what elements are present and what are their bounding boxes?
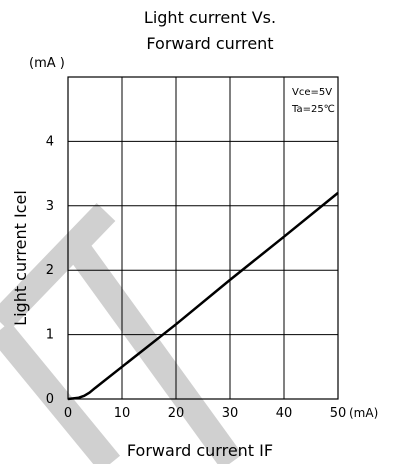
y-tick-label: 4 <box>46 134 54 149</box>
x-tick-label: 30 <box>222 406 239 421</box>
y-axis-unit: (mA ) <box>29 56 65 71</box>
x-tick-label: 0 <box>64 406 72 421</box>
y-axis-label: Light current Icel <box>11 190 30 326</box>
x-tick-label: 40 <box>276 406 293 421</box>
watermark <box>0 202 243 464</box>
chart-title-line-1: Light current Vs. <box>144 8 276 27</box>
y-tick-label: 3 <box>46 199 54 214</box>
y-tick-label: 0 <box>46 392 54 407</box>
grid <box>68 77 338 399</box>
condition-vce: Vce=5V <box>292 87 332 98</box>
x-axis-unit: (mA) <box>349 406 378 420</box>
condition-ta: Ta=25℃ <box>291 104 335 115</box>
chart-title-line-2: Forward current <box>146 34 273 53</box>
series-line <box>67 191 339 401</box>
watermark-stroke-1 <box>0 202 116 332</box>
y-tick-label: 1 <box>46 328 54 343</box>
watermark-stroke-2 <box>69 244 243 464</box>
x-axis-label: Forward current IF <box>127 441 273 460</box>
x-tick-label: 20 <box>168 406 185 421</box>
y-tick-label: 2 <box>46 263 54 278</box>
watermark-stroke-3 <box>0 321 121 464</box>
x-tick-labels: 0 10 20 30 40 50 <box>64 406 346 421</box>
plot-frame <box>67 76 339 400</box>
x-tick-label: 50 <box>330 406 347 421</box>
y-tick-labels: 0 1 2 3 4 <box>46 134 54 407</box>
x-tick-label: 10 <box>114 406 131 421</box>
